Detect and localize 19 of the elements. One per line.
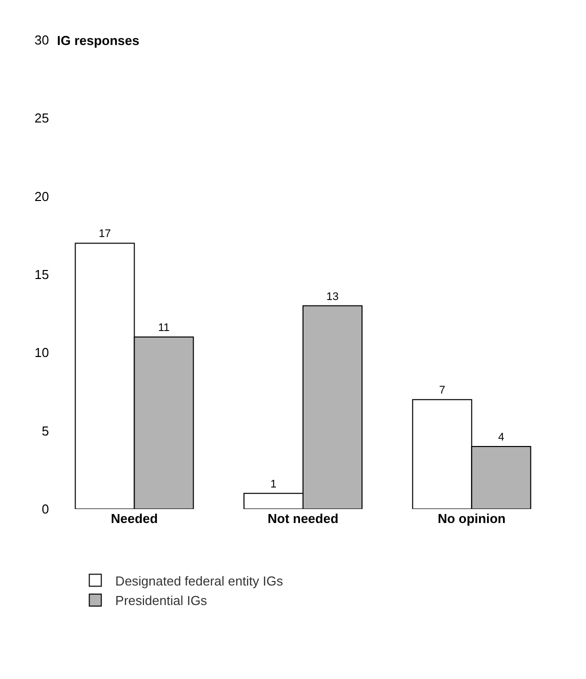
x-tick-label: No opinion [438,511,506,526]
data-label: 4 [498,431,504,444]
y-tick-label: 5 [42,423,49,438]
y-tick-label: 20 [34,188,49,204]
legend-label: Presidential IGs [115,593,208,608]
y-tick-label: 0 [42,502,49,517]
data-label: 11 [158,322,170,334]
y-tick-label: 15 [34,267,49,282]
y-axis-title: IG responses [57,33,140,48]
data-label: 1 [270,478,277,490]
x-tick-label: Not needed [268,511,338,526]
x-tick-label: Needed [110,511,158,526]
data-label: 17 [98,228,111,240]
legend-label: Designated federal entity IGs [115,573,284,588]
y-tick-label: 25 [34,110,49,126]
data-label: 13 [326,290,339,303]
y-tick-label: 30 [34,32,49,48]
data-label: 7 [439,384,446,397]
y-tick-label: 10 [34,345,49,360]
